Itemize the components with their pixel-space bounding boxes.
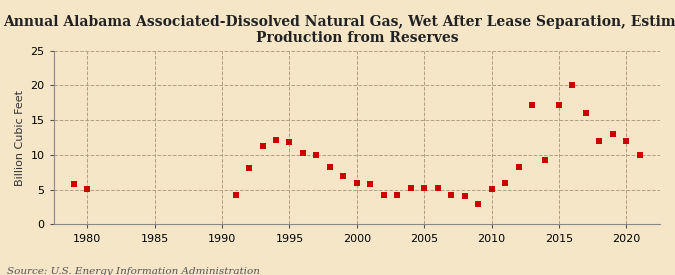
- Point: [298, 151, 308, 155]
- Point: [392, 193, 403, 197]
- Point: [69, 182, 80, 186]
- Point: [284, 139, 295, 144]
- Point: [257, 144, 268, 148]
- Y-axis label: Billion Cubic Feet: Billion Cubic Feet: [15, 89, 25, 186]
- Point: [486, 187, 497, 191]
- Point: [338, 174, 349, 178]
- Point: [365, 182, 376, 186]
- Point: [580, 111, 591, 115]
- Point: [621, 139, 632, 143]
- Point: [500, 180, 510, 185]
- Point: [526, 103, 537, 107]
- Point: [567, 83, 578, 87]
- Point: [472, 201, 483, 206]
- Point: [459, 194, 470, 198]
- Point: [634, 153, 645, 157]
- Point: [271, 138, 281, 142]
- Point: [554, 103, 564, 107]
- Point: [446, 193, 456, 197]
- Point: [594, 139, 605, 143]
- Point: [325, 164, 335, 169]
- Point: [432, 186, 443, 191]
- Point: [352, 180, 362, 185]
- Point: [244, 166, 254, 170]
- Point: [406, 186, 416, 191]
- Point: [608, 132, 618, 136]
- Point: [82, 187, 92, 191]
- Title: Annual Alabama Associated-Dissolved Natural Gas, Wet After Lease Separation, Est: Annual Alabama Associated-Dissolved Natu…: [3, 15, 675, 45]
- Point: [513, 165, 524, 170]
- Point: [230, 193, 241, 197]
- Point: [379, 193, 389, 197]
- Text: Source: U.S. Energy Information Administration: Source: U.S. Energy Information Administ…: [7, 267, 260, 275]
- Point: [540, 158, 551, 163]
- Point: [418, 186, 429, 191]
- Point: [311, 153, 322, 157]
